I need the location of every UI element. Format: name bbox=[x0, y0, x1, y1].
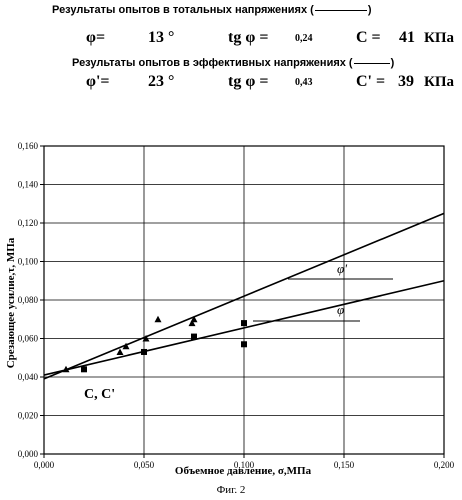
y-tick-label: 0,160 bbox=[18, 141, 39, 151]
x-tick-label: 0,050 bbox=[134, 460, 155, 470]
effective-legend-line bbox=[353, 62, 390, 64]
effective-unit: КПа bbox=[424, 74, 455, 90]
effective-results-title-close: ) bbox=[390, 57, 395, 69]
y-tick-label: 0,060 bbox=[18, 334, 39, 344]
square-point bbox=[81, 366, 87, 373]
intercept-label: C, C' bbox=[84, 387, 115, 402]
y-tick-label: 0,080 bbox=[18, 295, 39, 305]
square-point bbox=[191, 333, 197, 340]
chart-axes bbox=[40, 145, 445, 458]
plot-frame bbox=[43, 145, 445, 455]
triangle-point bbox=[188, 319, 196, 327]
triangle-point bbox=[142, 335, 150, 342]
square-point bbox=[141, 348, 147, 355]
effective-results-title-text: Результаты опытов в эффективных напряжен… bbox=[72, 57, 353, 69]
total-tg-value: 0,24 bbox=[295, 33, 313, 44]
effective-results-title: Результаты опытов в эффективных напряжен… bbox=[72, 57, 394, 69]
x-tick-label: 0,000 bbox=[34, 460, 55, 470]
chart-fit-lines bbox=[43, 212, 445, 380]
total-c-value: 41 bbox=[399, 29, 415, 46]
y-tick-label: 0,100 bbox=[18, 257, 39, 267]
effective-tg-label: tg φ = bbox=[228, 73, 269, 90]
phi-label: φ bbox=[337, 302, 344, 317]
total-phi-label: φ= bbox=[86, 29, 106, 46]
x-tick-label: 0,150 bbox=[334, 460, 355, 470]
y-axis-label: Срезающее усилие,τ, МПа bbox=[5, 237, 17, 368]
total-unit: КПа bbox=[424, 30, 455, 46]
chart-tick-labels: 0,000 0,020 0,040 0,060 0,080 0,100 0,120 0,140… bbox=[18, 141, 455, 470]
y-tick-label: 0,000 bbox=[18, 449, 39, 459]
x-tick-label: 0,100 bbox=[234, 460, 255, 470]
triangle-point bbox=[190, 315, 198, 323]
total-results-title-close: ) bbox=[367, 4, 372, 16]
y-tick-label: 0,140 bbox=[18, 180, 39, 190]
total-phi-value: 13 ° bbox=[148, 29, 175, 46]
square-point bbox=[241, 341, 247, 348]
effective-c-value: 39 bbox=[398, 73, 414, 90]
total-results-title: Результаты опытов в тотальных напряжения… bbox=[52, 4, 372, 16]
triangle-point bbox=[122, 342, 130, 350]
chart-gridlines bbox=[44, 145, 444, 454]
triangle-point bbox=[116, 348, 124, 355]
total-tg-label: tg φ = bbox=[228, 29, 269, 46]
y-tick-label: 0,120 bbox=[18, 218, 39, 228]
figure-caption: Фиг. 2 bbox=[216, 484, 246, 496]
effective-c-label: C' = bbox=[356, 73, 386, 90]
phi-prime-label: φ' bbox=[337, 261, 347, 276]
total-legend-line bbox=[314, 9, 367, 11]
effective-phi-label: φ'= bbox=[86, 73, 110, 90]
y-tick-label: 0,020 bbox=[18, 411, 39, 421]
y-tick-label: 0,040 bbox=[18, 372, 39, 382]
x-axis-label: Объемное давление, σ,МПа bbox=[175, 465, 312, 477]
triangle-point bbox=[62, 365, 70, 373]
triangle-point bbox=[154, 315, 162, 323]
effective-phi-value: 23 ° bbox=[148, 73, 175, 90]
fit-line-phi-prime bbox=[43, 212, 445, 380]
total-results-title-text: Результаты опытов в тотальных напряжения… bbox=[52, 4, 314, 16]
total-c-label: C = bbox=[356, 29, 381, 46]
chart-data-points bbox=[62, 315, 247, 373]
effective-tg-value: 0,43 bbox=[295, 77, 313, 88]
chart-annotations: C, C' φ' φ bbox=[84, 261, 393, 402]
fit-line-phi bbox=[43, 279, 445, 376]
x-tick-label: 0,200 bbox=[434, 460, 455, 470]
square-point bbox=[241, 320, 247, 327]
